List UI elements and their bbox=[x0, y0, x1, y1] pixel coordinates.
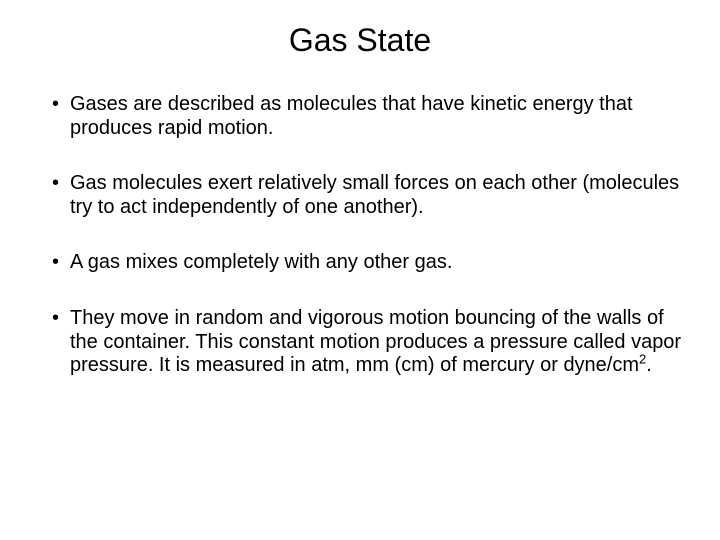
list-item: Gases are described as molecules that ha… bbox=[52, 93, 690, 140]
bullet-list: Gases are described as molecules that ha… bbox=[30, 93, 690, 378]
list-item: A gas mixes completely with any other ga… bbox=[52, 251, 690, 275]
bullet-text: Gases are described as molecules that ha… bbox=[70, 93, 633, 139]
bullet-text-post: . bbox=[646, 354, 652, 376]
bullet-text: Gas molecules exert relatively small for… bbox=[70, 172, 679, 218]
bullet-text-pre: They move in random and vigorous motion … bbox=[70, 307, 681, 376]
list-item: Gas molecules exert relatively small for… bbox=[52, 172, 690, 219]
bullet-text: A gas mixes completely with any other ga… bbox=[70, 251, 452, 273]
list-item: They move in random and vigorous motion … bbox=[52, 307, 690, 378]
slide-title: Gas State bbox=[30, 22, 690, 59]
slide: Gas State Gases are described as molecul… bbox=[0, 0, 720, 540]
